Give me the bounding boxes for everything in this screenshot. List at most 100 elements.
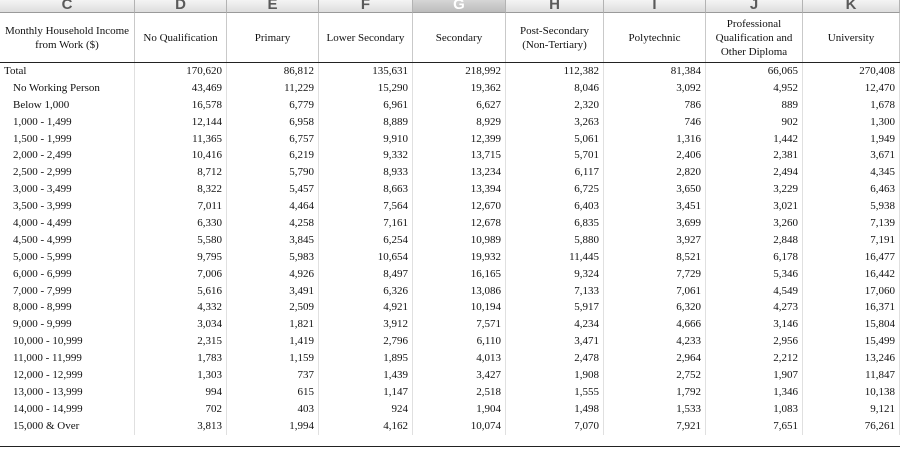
table-cell[interactable]: 1,994 xyxy=(227,417,319,435)
table-cell[interactable]: 8,712 xyxy=(135,164,227,182)
table-cell[interactable]: 13,715 xyxy=(413,147,506,165)
table-cell[interactable]: 1,147 xyxy=(319,383,413,401)
table-cell[interactable]: 1,908 xyxy=(506,367,604,384)
table-cell[interactable]: 2,848 xyxy=(706,231,803,249)
table-cell[interactable]: 4,233 xyxy=(604,333,706,351)
table-cell[interactable]: 2,964 xyxy=(604,350,706,368)
table-cell[interactable]: 81,384 xyxy=(604,63,706,80)
table-cell[interactable]: 6,320 xyxy=(604,299,706,317)
table-cell[interactable]: 3,912 xyxy=(319,316,413,334)
table-cell[interactable]: 86,812 xyxy=(227,63,319,80)
row-label-cell[interactable]: 4,000 - 4,499 xyxy=(0,215,135,232)
table-cell[interactable]: 902 xyxy=(706,113,803,131)
table-cell[interactable]: 5,457 xyxy=(227,181,319,199)
header-cell-polytechnic[interactable]: Polytechnic xyxy=(604,13,706,62)
header-cell-lower-secondary[interactable]: Lower Secondary xyxy=(319,13,413,62)
row-label-cell[interactable]: 14,000 - 14,999 xyxy=(0,400,135,418)
table-cell[interactable]: 10,194 xyxy=(413,299,506,317)
table-cell[interactable]: 1,792 xyxy=(604,383,706,401)
table-cell[interactable]: 889 xyxy=(706,96,803,114)
table-cell[interactable]: 7,651 xyxy=(706,417,803,435)
row-label-cell[interactable]: 12,000 - 12,999 xyxy=(0,367,135,384)
row-label-cell[interactable]: No Working Person xyxy=(0,79,135,97)
table-cell[interactable]: 112,382 xyxy=(506,63,604,80)
table-cell[interactable]: 10,416 xyxy=(135,147,227,165)
table-cell[interactable]: 2,509 xyxy=(227,299,319,317)
table-cell[interactable]: 702 xyxy=(135,400,227,418)
table-cell[interactable]: 3,845 xyxy=(227,231,319,249)
table-cell[interactable]: 8,929 xyxy=(413,113,506,131)
table-cell[interactable]: 3,034 xyxy=(135,316,227,334)
table-cell[interactable]: 1,159 xyxy=(227,350,319,368)
table-cell[interactable]: 170,620 xyxy=(135,63,227,80)
table-cell[interactable]: 615 xyxy=(227,383,319,401)
table-cell[interactable]: 2,478 xyxy=(506,350,604,368)
header-cell-no-qualification[interactable]: No Qualification xyxy=(135,13,227,62)
table-cell[interactable]: 4,258 xyxy=(227,215,319,232)
table-cell[interactable]: 9,121 xyxy=(803,400,900,418)
table-cell[interactable]: 1,316 xyxy=(604,130,706,148)
table-cell[interactable]: 1,303 xyxy=(135,367,227,384)
table-cell[interactable]: 6,330 xyxy=(135,215,227,232)
table-cell[interactable]: 5,701 xyxy=(506,147,604,165)
table-cell[interactable]: 6,254 xyxy=(319,231,413,249)
table-cell[interactable]: 7,564 xyxy=(319,198,413,216)
table-cell[interactable]: 3,021 xyxy=(706,198,803,216)
table-cell[interactable]: 9,324 xyxy=(506,265,604,283)
table-cell[interactable]: 8,046 xyxy=(506,79,604,97)
table-cell[interactable]: 1,783 xyxy=(135,350,227,368)
table-cell[interactable]: 2,820 xyxy=(604,164,706,182)
table-cell[interactable]: 1,083 xyxy=(706,400,803,418)
row-label-cell[interactable]: 2,500 - 2,999 xyxy=(0,164,135,182)
table-cell[interactable]: 1,555 xyxy=(506,383,604,401)
table-cell[interactable]: 218,992 xyxy=(413,63,506,80)
table-cell[interactable]: 3,650 xyxy=(604,181,706,199)
column-header-d[interactable]: D xyxy=(135,0,227,13)
table-cell[interactable]: 16,442 xyxy=(803,265,900,283)
table-cell[interactable]: 43,469 xyxy=(135,79,227,97)
table-cell[interactable]: 6,178 xyxy=(706,248,803,266)
table-cell[interactable]: 4,921 xyxy=(319,299,413,317)
table-cell[interactable]: 6,326 xyxy=(319,282,413,300)
table-cell[interactable]: 7,571 xyxy=(413,316,506,334)
table-cell[interactable]: 11,365 xyxy=(135,130,227,148)
table-cell[interactable]: 6,757 xyxy=(227,130,319,148)
table-cell[interactable]: 12,470 xyxy=(803,79,900,97)
table-cell[interactable]: 15,290 xyxy=(319,79,413,97)
row-label-cell[interactable]: 2,000 - 2,499 xyxy=(0,147,135,165)
table-cell[interactable]: 3,229 xyxy=(706,181,803,199)
table-cell[interactable]: 3,699 xyxy=(604,215,706,232)
table-cell[interactable]: 6,219 xyxy=(227,147,319,165)
table-cell[interactable]: 8,663 xyxy=(319,181,413,199)
table-cell[interactable]: 4,162 xyxy=(319,417,413,435)
table-cell[interactable]: 9,910 xyxy=(319,130,413,148)
row-label-cell[interactable]: 15,000 & Over xyxy=(0,417,135,435)
row-label-cell[interactable]: 6,000 - 6,999 xyxy=(0,265,135,283)
header-cell-secondary[interactable]: Secondary xyxy=(413,13,506,62)
table-cell[interactable]: 7,006 xyxy=(135,265,227,283)
row-label-cell[interactable]: Total xyxy=(0,63,135,80)
table-cell[interactable]: 4,273 xyxy=(706,299,803,317)
table-cell[interactable]: 994 xyxy=(135,383,227,401)
row-label-cell[interactable]: 4,500 - 4,999 xyxy=(0,231,135,249)
table-cell[interactable]: 6,403 xyxy=(506,198,604,216)
table-cell[interactable]: 5,061 xyxy=(506,130,604,148)
table-cell[interactable]: 16,165 xyxy=(413,265,506,283)
table-cell[interactable]: 1,346 xyxy=(706,383,803,401)
table-cell[interactable]: 12,399 xyxy=(413,130,506,148)
table-cell[interactable]: 6,725 xyxy=(506,181,604,199)
column-header-h[interactable]: H xyxy=(506,0,604,13)
table-cell[interactable]: 12,670 xyxy=(413,198,506,216)
table-cell[interactable]: 8,322 xyxy=(135,181,227,199)
table-cell[interactable]: 1,907 xyxy=(706,367,803,384)
table-cell[interactable]: 7,729 xyxy=(604,265,706,283)
table-cell[interactable]: 4,666 xyxy=(604,316,706,334)
table-cell[interactable]: 1,439 xyxy=(319,367,413,384)
row-label-cell[interactable]: 9,000 - 9,999 xyxy=(0,316,135,334)
table-cell[interactable]: 8,889 xyxy=(319,113,413,131)
header-cell-primary[interactable]: Primary xyxy=(227,13,319,62)
table-cell[interactable]: 5,346 xyxy=(706,265,803,283)
table-cell[interactable]: 11,445 xyxy=(506,248,604,266)
table-cell[interactable]: 1,895 xyxy=(319,350,413,368)
table-cell[interactable]: 8,497 xyxy=(319,265,413,283)
